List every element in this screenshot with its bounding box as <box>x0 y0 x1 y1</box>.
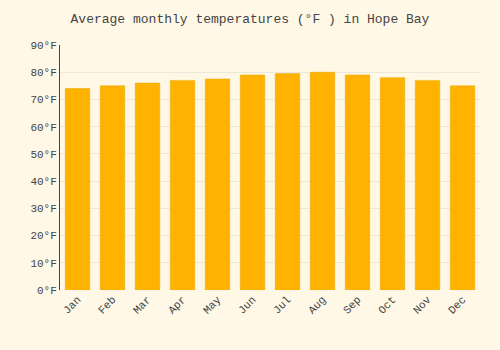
svg-text:Dec: Dec <box>446 294 468 316</box>
svg-text:60°F: 60°F <box>30 122 56 134</box>
svg-text:70°F: 70°F <box>30 94 56 106</box>
svg-text:80°F: 80°F <box>30 67 56 79</box>
svg-text:Aug: Aug <box>306 294 328 316</box>
svg-text:20°F: 20°F <box>30 230 56 242</box>
svg-text:May: May <box>201 294 224 317</box>
svg-text:30°F: 30°F <box>30 203 56 215</box>
svg-text:Average monthly temperatures (: Average monthly temperatures (°F ) in Ho… <box>71 12 430 27</box>
svg-text:90°F: 90°F <box>30 40 56 52</box>
svg-text:Jan: Jan <box>61 294 83 316</box>
svg-text:0°F: 0°F <box>37 285 57 297</box>
svg-text:Feb: Feb <box>96 294 118 316</box>
svg-text:Mar: Mar <box>131 294 153 316</box>
svg-text:50°F: 50°F <box>30 149 56 161</box>
svg-text:Apr: Apr <box>166 294 188 316</box>
svg-text:Jul: Jul <box>271 294 293 316</box>
svg-text:10°F: 10°F <box>30 258 56 270</box>
svg-text:Jun: Jun <box>236 294 258 316</box>
svg-text:Nov: Nov <box>411 294 434 317</box>
svg-text:Oct: Oct <box>376 294 398 316</box>
svg-text:40°F: 40°F <box>30 176 56 188</box>
svg-text:Sep: Sep <box>341 294 363 316</box>
